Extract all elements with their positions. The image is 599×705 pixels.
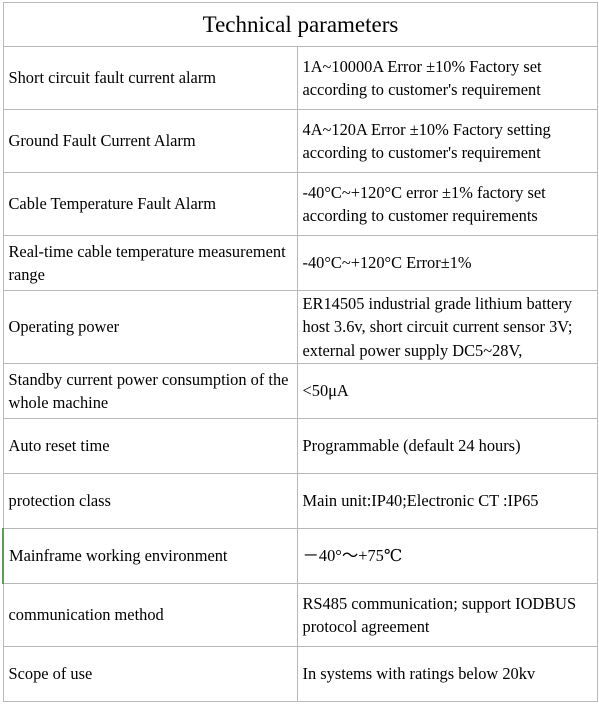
table-row: Real-time cable temperature measurement …	[2, 235, 598, 291]
param-name-cell: Scope of use	[2, 646, 298, 702]
table-row: communication method RS485 communication…	[2, 583, 598, 647]
table-row: Cable Temperature Fault Alarm -40°C~+120…	[2, 172, 598, 236]
param-value-cell: <50μA	[296, 363, 598, 419]
param-name-cell: Real-time cable temperature measurement …	[2, 235, 298, 291]
param-value-cell: Programmable (default 24 hours)	[296, 418, 598, 474]
table-row: Mainframe working environment －40°～+75℃	[2, 528, 598, 584]
param-value-cell: In systems with ratings below 20kv	[296, 646, 598, 702]
param-name-cell: Auto reset time	[2, 418, 298, 474]
param-value-cell: RS485 communication; support IODBUS prot…	[296, 583, 598, 647]
param-value-cell: －40°～+75℃	[296, 528, 598, 584]
param-name-cell: Mainframe working environment	[2, 528, 298, 584]
table-row: Short circuit fault current alarm 1A~100…	[2, 46, 598, 110]
table-row: Auto reset time Programmable (default 24…	[2, 418, 598, 474]
param-name-cell: communication method	[2, 583, 298, 647]
param-name-cell: Operating power	[2, 290, 298, 364]
param-name-cell: Ground Fault Current Alarm	[2, 109, 298, 173]
title-row: Technical parameters	[2, 2, 598, 47]
table-title: Technical parameters	[2, 2, 598, 47]
param-name-cell: Short circuit fault current alarm	[2, 46, 298, 110]
table-row: Operating power ER14505 industrial grade…	[2, 290, 598, 364]
table-row: protection class Main unit:IP40;Electron…	[2, 473, 598, 529]
table-row: Standby current power consumption of the…	[2, 363, 598, 419]
param-name-cell: Standby current power consumption of the…	[2, 363, 298, 419]
param-name-cell: protection class	[2, 473, 298, 529]
param-value-cell: -40°C~+120°C Error±1%	[296, 235, 598, 291]
param-value-cell: ER14505 industrial grade lithium battery…	[296, 290, 598, 364]
param-value-cell: -40°C~+120°C error ±1% factory set accor…	[296, 172, 598, 236]
param-value-cell: Main unit:IP40;Electronic CT :IP65	[296, 473, 598, 529]
param-name-cell: Cable Temperature Fault Alarm	[2, 172, 298, 236]
param-value-cell: 1A~10000A Error ±10% Factory set accordi…	[296, 46, 598, 110]
table-row: Ground Fault Current Alarm 4A~120A Error…	[2, 109, 598, 173]
table-row: Scope of use In systems with ratings bel…	[2, 646, 598, 702]
param-value-cell: 4A~120A Error ±10% Factory setting accor…	[296, 109, 598, 173]
